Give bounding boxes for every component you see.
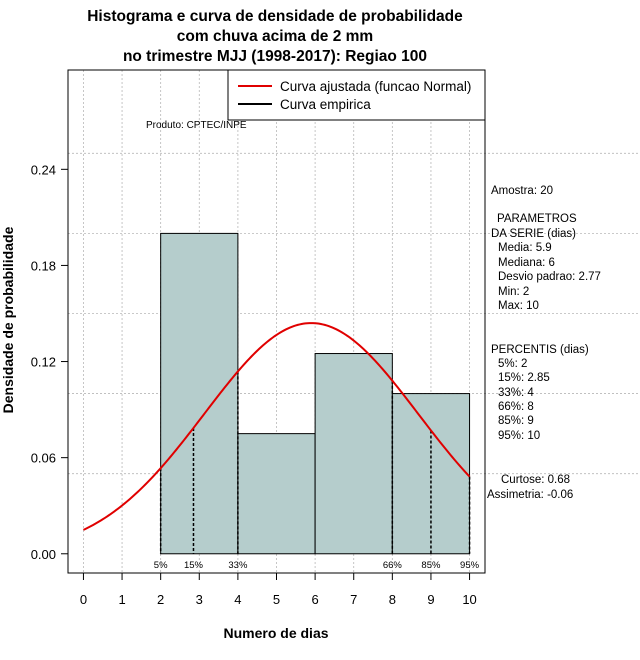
legend-label-normal: Curva ajustada (funcao Normal) xyxy=(280,79,471,94)
stat-assimetria: Assimetria: -0.06 xyxy=(487,489,573,501)
percentile-label-3: 66% xyxy=(383,560,403,571)
title-line-3: no trimestre MJJ (1998-2017): Regiao 100 xyxy=(123,48,427,65)
chart-title: Histograma e curva de densidade de proba… xyxy=(87,8,463,65)
x-tick-label-4: 4 xyxy=(234,592,241,607)
product-label: Produto: CPTEC/INPE xyxy=(146,120,247,131)
histogram-bar-0 xyxy=(160,232,239,555)
x-tick-label-0: 0 xyxy=(80,592,87,607)
stat-mediana: Mediana: 6 xyxy=(498,257,555,269)
x-tick-label-6: 6 xyxy=(311,592,318,607)
stat-p95: 95%: 10 xyxy=(498,430,540,442)
y-tick-label-2: 0.12 xyxy=(31,355,56,370)
x-tick-label-3: 3 xyxy=(196,592,203,607)
stat-max: Max: 10 xyxy=(498,300,539,312)
y-tick-label-4: 0.24 xyxy=(31,162,56,177)
x-tick-label-10: 10 xyxy=(462,592,476,607)
percentile-label-1: 15% xyxy=(184,560,204,571)
y-tick-label-1: 0.06 xyxy=(31,451,56,466)
x-tick-label-9: 9 xyxy=(427,592,434,607)
y-tick-label-3: 0.18 xyxy=(31,258,56,273)
percentile-label-5: 95% xyxy=(460,560,480,571)
x-tick-label-8: 8 xyxy=(389,592,396,607)
y-tick-label-0: 0.00 xyxy=(31,547,56,562)
percentile-label-4: 85% xyxy=(421,560,441,571)
stat-parametros-heading: PARAMETROS xyxy=(497,213,577,225)
histogram-bar-1 xyxy=(237,433,316,555)
stat-parametros-subheading: DA SERIE (dias) xyxy=(491,228,576,240)
stat-percentis-heading: PERCENTIS (dias) xyxy=(491,344,589,356)
stat-p33: 33%: 4 xyxy=(498,387,534,399)
title-line-1: Histograma e curva de densidade de proba… xyxy=(87,8,463,25)
normal-curve xyxy=(83,322,471,531)
x-axis: 0 1 2 3 4 5 6 7 8 9 10 xyxy=(80,573,477,607)
x-axis-title: Numero de dias xyxy=(223,625,328,641)
stat-curtose: Curtose: 0.68 xyxy=(501,474,570,486)
percentile-label-2: 33% xyxy=(228,560,248,571)
stat-amostra: Amostra: 20 xyxy=(491,185,553,197)
side-stats: Amostra: 20 PARAMETROS DA SERIE (dias) M… xyxy=(487,185,601,501)
stat-media: Media: 5.9 xyxy=(498,242,552,254)
histogram-bar-3 xyxy=(391,393,471,555)
curve-layer xyxy=(83,322,471,531)
stat-p15: 15%: 2.85 xyxy=(498,372,550,384)
legend-label-empirical: Curva empirica xyxy=(280,97,371,112)
stat-min: Min: 2 xyxy=(498,286,529,298)
stat-desvio: Desvio padrao: 2.77 xyxy=(498,271,601,283)
legend: Curva ajustada (funcao Normal) Curva emp… xyxy=(227,69,486,121)
stat-p66: 66%: 8 xyxy=(498,401,534,413)
stat-p85: 85%: 9 xyxy=(498,415,534,427)
title-line-2: com chuva acima de 2 mm xyxy=(177,28,373,45)
histogram-bar-2 xyxy=(314,353,393,555)
percentile-markers-layer: 5% 15% 33% 66% 85% 95% xyxy=(154,371,480,571)
legend-box xyxy=(227,69,486,121)
y-axis-title: Densidade de probabilidade xyxy=(0,226,16,413)
x-tick-label-7: 7 xyxy=(350,592,357,607)
stat-p5: 5%: 2 xyxy=(498,358,527,370)
x-tick-label-2: 2 xyxy=(157,592,164,607)
x-tick-label-1: 1 xyxy=(118,592,125,607)
percentile-label-0: 5% xyxy=(154,560,168,571)
x-tick-label-5: 5 xyxy=(273,592,280,607)
y-axis: 0.00 0.06 0.12 0.18 0.24 xyxy=(31,162,68,562)
